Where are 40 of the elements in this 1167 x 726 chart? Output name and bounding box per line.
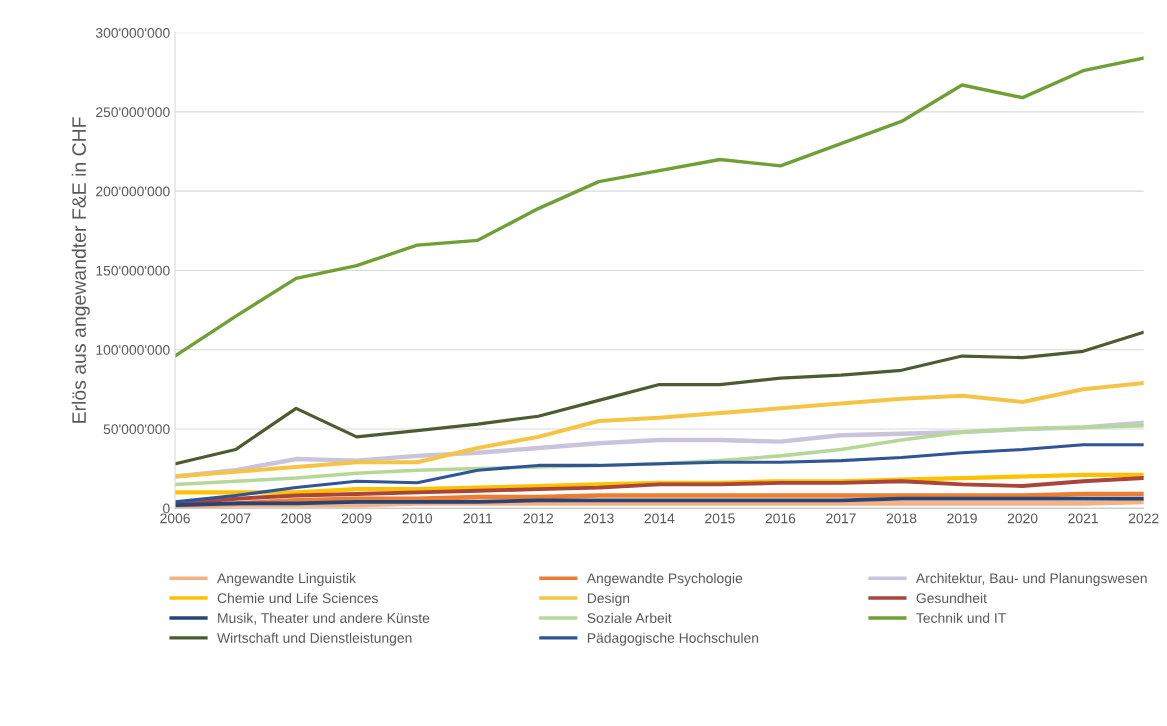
y-tick-label: 50'000'000: [103, 424, 170, 435]
x-tick-label: 2011: [463, 513, 492, 524]
x-tick-label: 2006: [160, 513, 190, 524]
legend-label: Musik, Theater und andere Künste: [218, 612, 430, 625]
legend-label: Design: [587, 592, 630, 606]
x-tick-label: 2009: [341, 513, 372, 524]
x-tick-label: 2010: [402, 513, 433, 524]
line-series: [175, 56, 1144, 358]
x-tick-label: 2015: [705, 513, 735, 524]
legend-label: Technik und IT: [916, 612, 1006, 623]
legend-label: Soziale Arbeit: [587, 612, 672, 623]
line-series: [175, 380, 1144, 479]
x-tick-label: 2007: [220, 513, 251, 524]
x-tick-label: 2016: [765, 513, 796, 524]
legend-label: Wirtschaft und Dienstleistungen: [217, 632, 412, 646]
line-series: [175, 330, 1144, 466]
x-tick-label: 2014: [644, 513, 675, 524]
x-tick-label: 2021: [1068, 513, 1098, 524]
x-tick-label: 2022: [1128, 513, 1159, 524]
y-tick-label: 0: [163, 503, 170, 514]
x-tick-label: 2018: [886, 513, 917, 524]
x-tick-label: 2012: [523, 513, 554, 524]
legend-label: Angewandte Psychologie: [586, 573, 743, 586]
legend-label: Gesundheit: [916, 592, 987, 604]
x-tick-label: 2019: [947, 513, 977, 524]
y-tick-label: 250'000'000: [96, 107, 170, 118]
legend-label: Chemie und Life Sciences: [217, 592, 378, 604]
x-tick-label: 2020: [1007, 513, 1038, 524]
line-series: [175, 443, 1144, 504]
legend-label: Architektur, Bau- und Planungswesen: [915, 573, 1147, 586]
y-tick-label: 100'000'000: [96, 345, 170, 355]
x-tick-label: 2013: [584, 513, 614, 524]
y-axis-title: Erlös aus angewandter F&E in CHF: [71, 117, 90, 423]
y-tick-label: 300'000'000: [95, 28, 170, 38]
y-tick-label: 150'000'000: [96, 265, 170, 276]
legend-label: Pädagogische Hochschulen: [587, 632, 759, 646]
x-tick-label: 2017: [826, 513, 856, 524]
x-tick-label: 2008: [281, 513, 311, 524]
legend-label: Angewandte Linguistik: [217, 573, 357, 586]
y-tick-label: 200'000'000: [96, 186, 170, 197]
